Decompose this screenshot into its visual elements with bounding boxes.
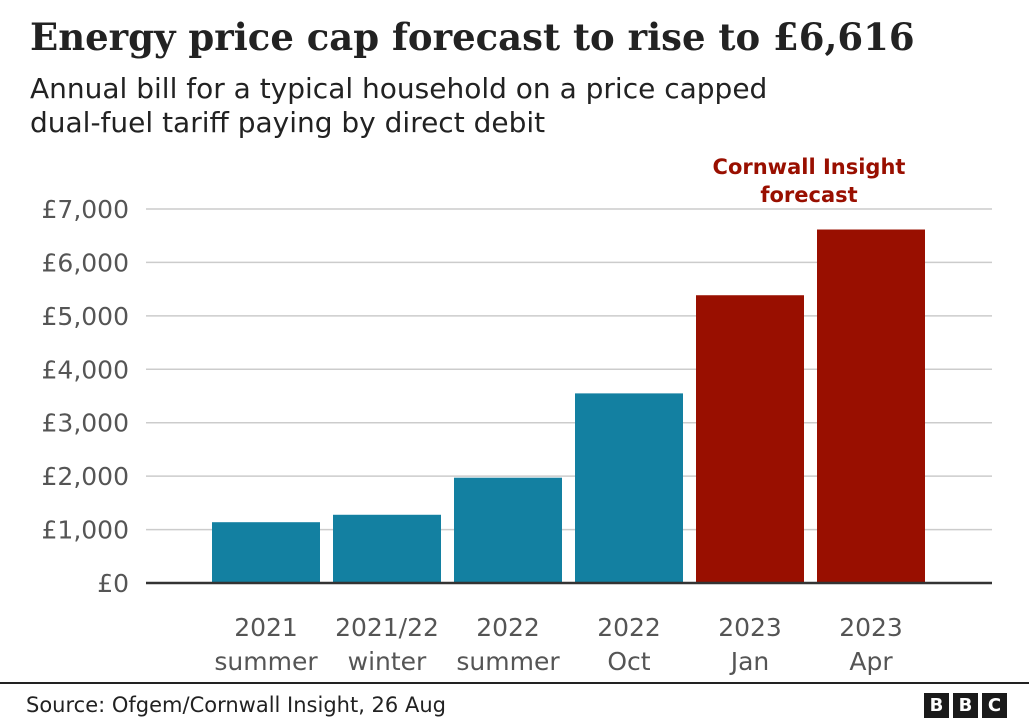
bar [454, 477, 562, 583]
x-tick-label: 2023 [839, 613, 903, 642]
x-tick-label: summer [214, 647, 318, 676]
y-tick-label: £7,000 [42, 195, 129, 224]
bar [212, 522, 320, 583]
y-tick-label: £6,000 [42, 248, 129, 277]
forecast-annotation: forecast [760, 183, 857, 207]
x-tick-label: Apr [849, 647, 893, 676]
y-tick-label: £2,000 [42, 462, 129, 491]
x-tick-label: summer [456, 647, 560, 676]
x-tick-label: winter [348, 647, 427, 676]
bar [333, 514, 441, 583]
y-tick-label: £3,000 [42, 409, 129, 438]
bbc-logo-letter: C [982, 693, 1007, 718]
footer: Source: Ofgem/Cornwall Insight, 26 Aug B… [0, 682, 1029, 728]
y-tick-label: £0 [97, 569, 129, 598]
x-tick-label: 2022 [476, 613, 540, 642]
bbc-logo-letter: B [924, 693, 949, 718]
x-tick-label: 2023 [718, 613, 782, 642]
bar [575, 393, 683, 583]
x-tick-label: 2021/22 [335, 613, 439, 642]
source-note: Source: Ofgem/Cornwall Insight, 26 Aug [26, 693, 446, 717]
x-tick-label: 2021 [234, 613, 298, 642]
y-tick-label: £5,000 [42, 302, 129, 331]
bbc-logo: B B C [924, 693, 1007, 718]
bar [696, 295, 804, 583]
x-tick-label: 2022 [597, 613, 661, 642]
y-tick-label: £1,000 [42, 516, 129, 545]
y-tick-label: £4,000 [42, 355, 129, 384]
bar [817, 229, 925, 583]
chart-title: Energy price cap forecast to rise to £6,… [30, 15, 915, 59]
chart-subtitle: Annual bill for a typical household on a… [30, 72, 768, 139]
bbc-logo-letter: B [953, 693, 978, 718]
x-tick-label: Oct [607, 647, 650, 676]
forecast-annotation: Cornwall Insight [713, 155, 906, 179]
x-tick-label: Jan [729, 647, 770, 676]
